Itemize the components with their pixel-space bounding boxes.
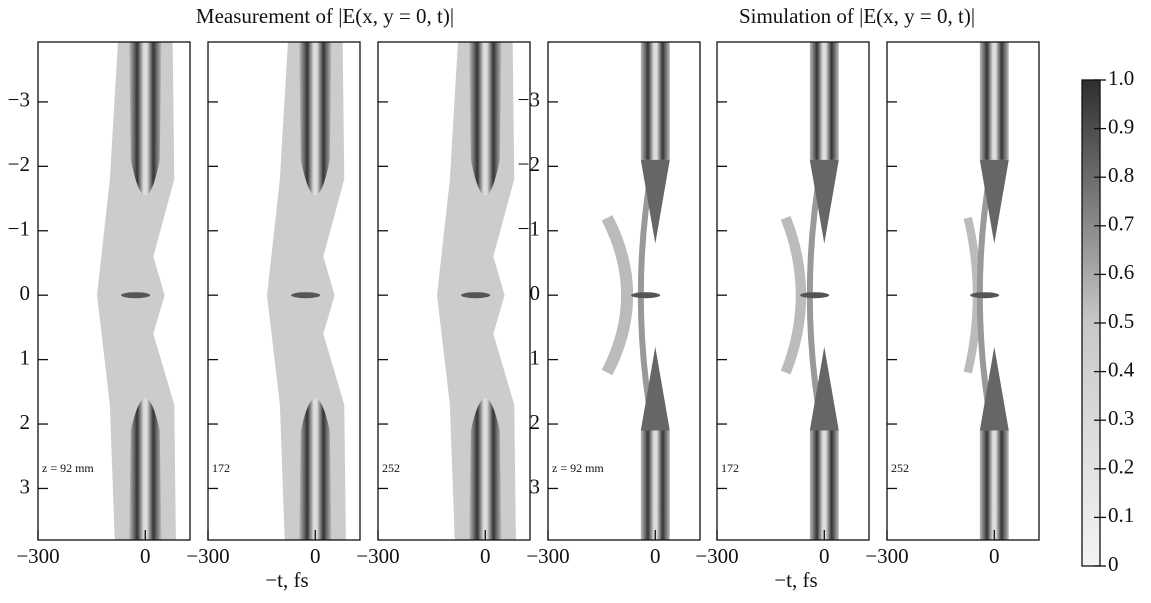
title: Simulation of |E(x, y = 0, t)|: [739, 4, 975, 28]
y-tick-label: −1: [518, 217, 540, 241]
stripe: [640, 42, 670, 160]
frame: [207, 41, 361, 541]
y-tick-label: −3: [8, 88, 30, 112]
cross: [780, 215, 807, 375]
panel-label: z = 92 mm: [552, 461, 604, 475]
waist: [640, 159, 670, 431]
lobe: [299, 42, 332, 196]
x-tick-label: −300: [186, 544, 229, 568]
stripe: [809, 42, 839, 160]
y-tick-label: 0: [530, 281, 541, 305]
stripe: [979, 430, 1009, 540]
x-tick-label: 0: [989, 544, 1000, 568]
focus: [461, 292, 491, 299]
frame: [716, 41, 870, 541]
heatmap: [267, 42, 346, 540]
stripe: [640, 430, 670, 540]
x-tick-label: 0: [480, 544, 491, 568]
cross: [601, 215, 634, 376]
colorbar-tick-label: 0.2: [1108, 455, 1134, 479]
colorbar-tick-label: 1.0: [1108, 66, 1134, 90]
lobe: [469, 398, 502, 540]
heatmap: [963, 42, 1009, 540]
colorbar-tick-label: 0.3: [1108, 406, 1134, 430]
colorbar-tick-label: 0: [1108, 552, 1119, 576]
frame: [377, 41, 531, 541]
x-axis-label: −t, fs: [774, 568, 817, 592]
focus: [631, 292, 661, 299]
x-tick-label: −300: [16, 544, 59, 568]
x-tick-label: 0: [650, 544, 661, 568]
heatmap: [780, 42, 839, 540]
x-tick-label: 0: [819, 544, 830, 568]
stripe: [979, 42, 1009, 160]
y-tick-label: 2: [20, 410, 31, 434]
y-tick-label: −2: [518, 152, 540, 176]
frame: [37, 41, 191, 541]
colorbar-tick-label: 0.6: [1108, 260, 1134, 284]
frame: [886, 41, 1040, 541]
frame: [547, 41, 701, 541]
y-tick-label: 0: [20, 281, 31, 305]
focus: [800, 292, 830, 299]
x-tick-label: −300: [526, 544, 569, 568]
heatmap: [601, 42, 670, 540]
y-tick-label: −3: [518, 88, 540, 112]
title: Measurement of |E(x, y = 0, t)|: [196, 4, 454, 28]
colorbar-tick-label: 0.9: [1108, 114, 1134, 138]
heatmap: [97, 42, 176, 540]
y-tick-label: 1: [530, 345, 541, 369]
panel-label: 172: [212, 461, 230, 475]
y-tick-label: −2: [8, 152, 30, 176]
lobe: [469, 42, 502, 196]
colorbar-tick-label: 0.8: [1108, 163, 1134, 187]
panel-label: 252: [891, 461, 909, 475]
y-tick-label: 3: [530, 474, 541, 498]
y-tick-label: 3: [20, 474, 31, 498]
waist: [979, 159, 1009, 431]
x-tick-label: −300: [356, 544, 399, 568]
heatmap: [437, 42, 516, 540]
lobe: [299, 398, 332, 540]
x-tick-label: 0: [140, 544, 151, 568]
focus: [291, 292, 321, 299]
y-tick-label: 2: [530, 410, 541, 434]
colorbar-tick-label: 0.1: [1108, 503, 1134, 527]
panel-label: 252: [382, 461, 400, 475]
x-tick-label: −300: [865, 544, 908, 568]
y-tick-label: 1: [20, 345, 31, 369]
lobe: [129, 42, 162, 196]
panel-label: z = 92 mm: [42, 461, 94, 475]
lobe: [129, 398, 162, 540]
x-tick-label: −300: [695, 544, 738, 568]
focus: [970, 292, 1000, 299]
x-axis-label: −t, fs: [265, 568, 308, 592]
panel-label: 172: [721, 461, 739, 475]
stripe: [809, 430, 839, 540]
colorbar-tick-label: 0.5: [1108, 309, 1134, 333]
waist: [809, 159, 839, 431]
x-tick-label: 0: [310, 544, 321, 568]
colorbar-tick-label: 0.4: [1108, 357, 1135, 381]
focus: [121, 292, 151, 299]
y-tick-label: −1: [8, 217, 30, 241]
colorbar-tick-label: 0.7: [1108, 212, 1134, 236]
